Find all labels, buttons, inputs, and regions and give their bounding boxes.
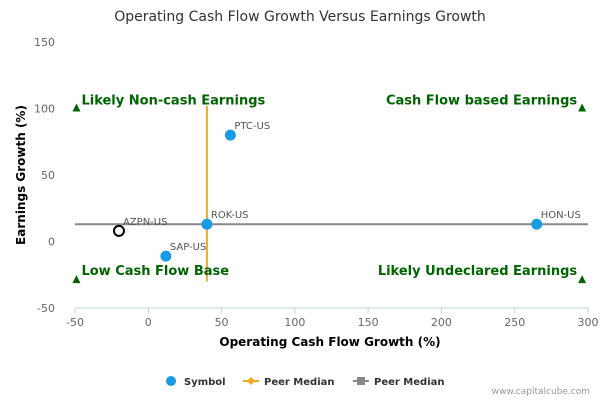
legend-diamond (247, 377, 255, 385)
x-tick-label: 200 (431, 316, 452, 329)
y-tick-label: 100 (34, 103, 55, 116)
data-points: PTC-US ROK-US HON-US SAP-US AZPN-US (112, 121, 581, 262)
quadrant-label: Likely Non-cash Earnings (81, 94, 265, 109)
x-axis-ticks: -50 0 50 100 150 200 250 300 (66, 308, 599, 329)
legend-item[interactable]: Symbol (166, 376, 226, 388)
y-axis-ticks: -50 0 50 100 150 (34, 36, 55, 315)
x-axis-title: Operating Cash Flow Growth (%) (219, 335, 440, 349)
y-axis-title: Earnings Growth (%) (14, 105, 28, 245)
legend-item[interactable]: Peer Median (243, 377, 335, 388)
x-tick-label: 300 (578, 316, 599, 329)
data-point[interactable] (224, 129, 236, 141)
legend-item[interactable]: Peer Median (353, 377, 445, 388)
legend[interactable]: Symbol Peer Median Peer Median (166, 376, 445, 388)
x-tick-label: 100 (284, 316, 305, 329)
quadrant-label: Low Cash Flow Base (81, 264, 229, 279)
quadrant-marker (72, 275, 81, 284)
y-tick-label: -50 (37, 302, 55, 315)
data-point-label: AZPN-US (123, 217, 167, 228)
quadrant-marker (72, 103, 81, 112)
quadrant-labels: Likely Non-cash Earnings Cash Flow based … (72, 94, 587, 284)
x-tick-label: 50 (215, 316, 229, 329)
data-point-label: PTC-US (234, 121, 270, 132)
data-point[interactable] (160, 250, 172, 262)
data-point-label: ROK-US (211, 210, 249, 221)
data-point[interactable] (201, 218, 213, 230)
y-tick-label: 50 (41, 169, 55, 182)
quadrant-marker (578, 103, 587, 112)
median-lines (75, 105, 588, 282)
y-tick-label: 0 (48, 236, 55, 249)
data-point[interactable] (531, 218, 543, 230)
legend-label: Peer Median (264, 377, 335, 388)
quadrant-label: Cash Flow based Earnings (386, 94, 577, 109)
quadrant-label: Likely Undeclared Earnings (378, 264, 578, 279)
legend-label: Peer Median (374, 377, 445, 388)
x-tick-label: 0 (145, 316, 152, 329)
chart-title: Operating Cash Flow Growth Versus Earnin… (114, 9, 486, 25)
data-point[interactable] (112, 224, 125, 237)
legend-symbol-dot (166, 376, 176, 386)
data-point-label: SAP-US (170, 242, 206, 253)
quadrant-marker (578, 275, 587, 284)
data-point-label: HON-US (541, 210, 581, 221)
legend-square (357, 377, 365, 385)
x-tick-label: 150 (358, 316, 379, 329)
y-tick-label: 150 (34, 36, 55, 49)
x-tick-label: 250 (504, 316, 525, 329)
credit-text[interactable]: www.capitalcube.com (492, 387, 590, 397)
legend-label: Symbol (184, 377, 226, 388)
x-tick-label: -50 (66, 316, 84, 329)
